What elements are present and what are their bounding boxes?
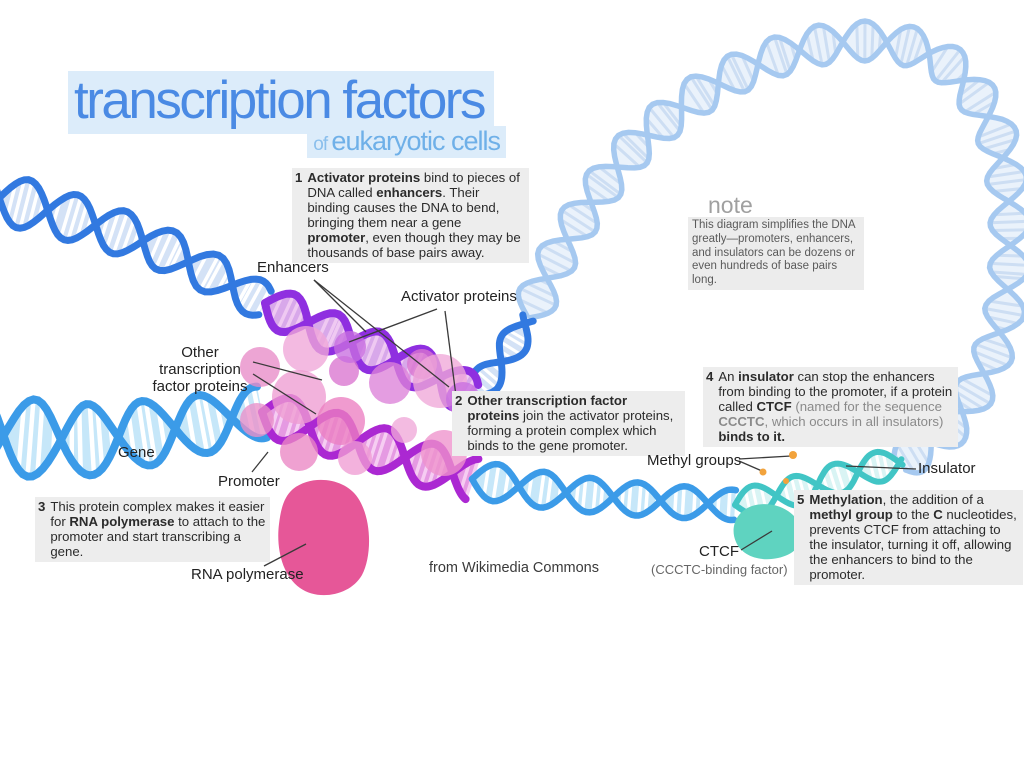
subtitle-main: eukaryotic cells xyxy=(331,126,501,156)
pointer-line xyxy=(738,460,763,472)
transcription-factor-protein-blob xyxy=(369,362,411,404)
methyl-group-dot xyxy=(783,478,789,484)
label-ctcf: CTCF xyxy=(699,543,739,560)
label-other-transcription-factor-proteins: Other transcription factor proteins xyxy=(152,344,248,395)
page-subtitle: of eukaryotic cells xyxy=(296,126,506,158)
label-enhancers: Enhancers xyxy=(257,259,329,276)
note-heading: note xyxy=(708,192,753,218)
step-4-number: 4 xyxy=(706,369,714,384)
label-methyl-groups: Methyl groups xyxy=(647,452,742,469)
transcription-factor-protein-blob xyxy=(283,326,329,372)
label-activator-proteins: Activator proteins xyxy=(401,288,517,305)
step-5-body: Methylation, the addition of a methyl gr… xyxy=(809,492,1017,583)
pointer-line xyxy=(313,279,450,388)
pointer-line xyxy=(252,373,317,415)
note-box: note This diagram simplifies the DNA gre… xyxy=(688,194,864,290)
step-2-number: 2 xyxy=(455,393,463,408)
rna-polymerase-blob xyxy=(278,479,370,596)
ctcf-blob xyxy=(733,504,802,560)
label-rna-polymerase: RNA polymerase xyxy=(191,566,304,583)
transcription-factor-protein-blob xyxy=(329,356,359,386)
subtitle-of: of xyxy=(313,134,332,155)
transcription-factor-protein-blob xyxy=(334,331,366,363)
dna-helix-segment xyxy=(0,382,271,481)
dna-helix-segment xyxy=(0,176,275,319)
transcription-factor-protein-blob xyxy=(280,433,318,471)
step-5-number: 5 xyxy=(797,492,805,507)
pointer-line xyxy=(251,451,269,473)
page-title: transcription factors xyxy=(68,71,494,134)
transcription-factor-protein-blob xyxy=(240,347,280,387)
label-promoter: Promoter xyxy=(218,473,280,490)
step-4-body: An insulator can stop the enhancers from… xyxy=(718,369,953,445)
step-1-text: 1 Activator proteins bind to pieces of D… xyxy=(292,168,529,264)
pointer-line xyxy=(738,455,792,460)
step-1-number: 1 xyxy=(295,170,303,185)
title-text: transcription factors xyxy=(68,71,494,134)
pointer-line xyxy=(845,465,917,470)
dna-helix-segment xyxy=(515,18,1024,476)
transcription-factor-protein-blob xyxy=(272,370,326,424)
transcription-factor-protein-blob xyxy=(240,403,274,437)
methyl-group-dot xyxy=(759,468,767,476)
pointer-line xyxy=(252,361,323,381)
transcription-factor-protein-blob xyxy=(317,397,365,445)
methyl-group-dot xyxy=(789,451,797,459)
transcription-factor-protein-blob xyxy=(338,441,372,475)
step-1-body: Activator proteins bind to pieces of DNA… xyxy=(307,170,521,261)
credit-text: from Wikimedia Commons xyxy=(429,560,599,576)
pointer-line xyxy=(348,308,438,343)
note-body: This diagram simplifies the DNA greatly—… xyxy=(688,217,864,290)
transcription-factor-protein-blob xyxy=(391,417,417,443)
dna-helix-segment xyxy=(468,460,740,524)
step-4-text: 4 An insulator can stop the enhancers fr… xyxy=(703,367,958,448)
step-3-text: 3 This protein complex makes it easier f… xyxy=(35,497,270,563)
step-2-body: Other transcription factor proteins join… xyxy=(467,393,674,454)
label-insulator: Insulator xyxy=(918,460,976,477)
pointer-line xyxy=(444,310,457,397)
pointer-line xyxy=(740,530,773,551)
step-3-body: This protein complex makes it easier for… xyxy=(50,499,266,560)
step-2-text: 2 Other transcription factor proteins jo… xyxy=(452,391,685,457)
label-ctcf-subtitle: (CCCTC-binding factor) xyxy=(651,562,788,577)
pointer-line xyxy=(263,543,307,567)
step-3-number: 3 xyxy=(38,499,46,514)
pointer-line xyxy=(313,279,367,333)
subtitle-text: of eukaryotic cells xyxy=(307,126,506,158)
label-gene: Gene xyxy=(118,444,155,461)
step-5-text: 5 Methylation, the addition of a methyl … xyxy=(794,490,1023,586)
